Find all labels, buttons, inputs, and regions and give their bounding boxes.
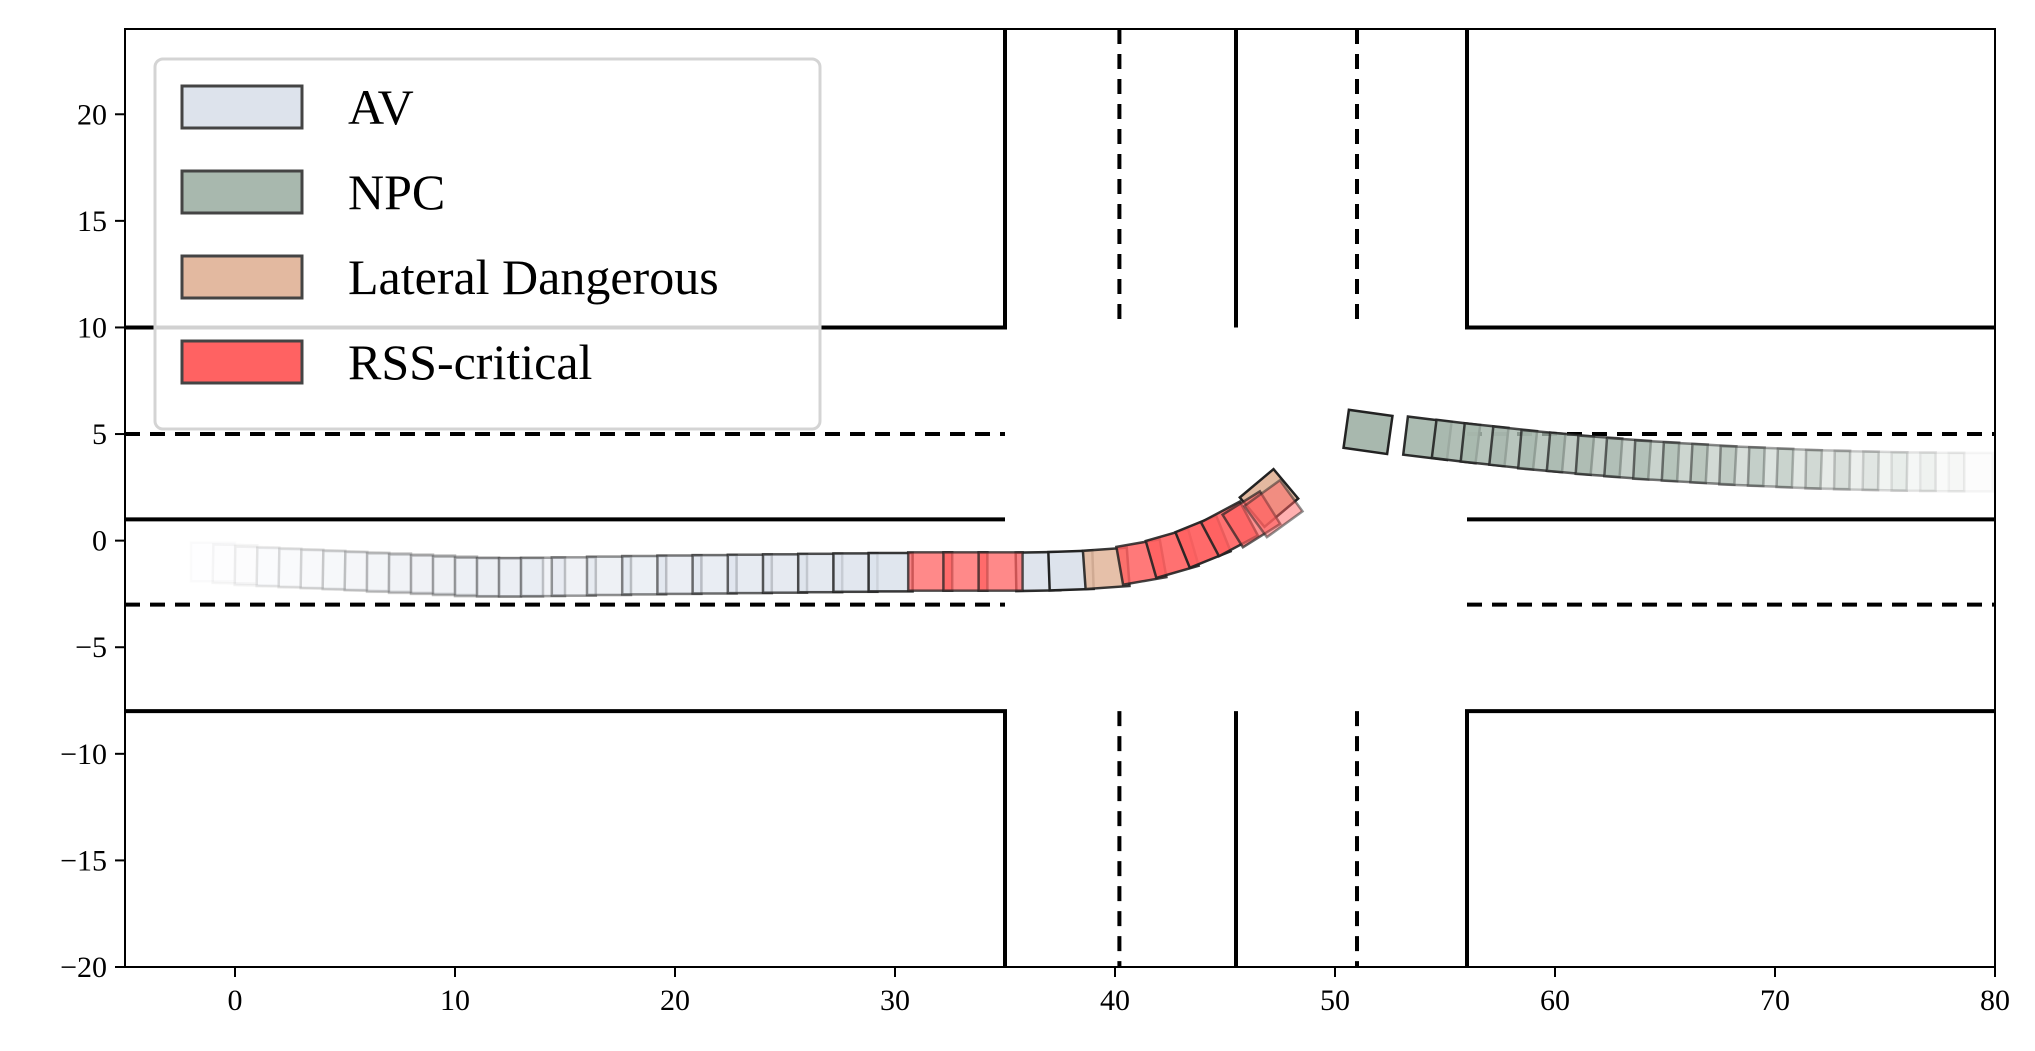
av-vehicle-box: [211, 543, 259, 585]
av-vehicle-box: [255, 546, 303, 589]
road-solid-line: [125, 709, 1007, 967]
road-solid-line: [1465, 29, 1995, 330]
x-tick-label: 40: [1100, 984, 1130, 1017]
y-tick-label: 10: [77, 311, 107, 344]
legend-swatch: [180, 84, 304, 130]
npc-vehicle-box: [1746, 446, 1795, 489]
y-tick-label: −10: [60, 738, 107, 771]
y-tick-label: −20: [60, 951, 107, 984]
rss-critical-vehicle-box: [977, 551, 1024, 592]
npc-vehicle-box: [1861, 450, 1909, 492]
npc-vehicle-box: [1342, 408, 1394, 456]
road-solid-line: [1465, 709, 1995, 967]
x-tick-label: 70: [1760, 984, 1790, 1017]
npc-vehicle-box: [1718, 444, 1766, 488]
legend-swatch: [180, 254, 304, 300]
av-vehicle-box: [299, 548, 347, 591]
legend-swatch: [180, 169, 304, 215]
rss-critical-vehicle-box: [1242, 478, 1305, 539]
av-vehicle-box: [321, 549, 369, 592]
av-vehicle-box: [343, 550, 391, 593]
x-tick-label: 60: [1540, 984, 1570, 1017]
npc-vehicle-box: [1775, 447, 1824, 490]
av-vehicle-box: [497, 556, 545, 598]
av-vehicle-box: [453, 556, 501, 598]
y-tick-label: 20: [77, 98, 107, 131]
av-vehicle-box: [519, 556, 567, 598]
legend-swatch: [180, 339, 304, 385]
av-vehicle-box: [233, 545, 281, 588]
plot-frame: [124, 28, 1996, 968]
vehicle-trajectories: [211, 408, 1995, 598]
x-tick-label: 10: [440, 984, 470, 1017]
legend-label: RSS-critical: [348, 334, 592, 390]
av-vehicle-box: [475, 556, 523, 598]
x-tick-label: 0: [228, 984, 243, 1017]
y-tick-label: −15: [60, 844, 107, 877]
y-tick-label: 15: [77, 205, 107, 238]
npc-vehicle-box: [1947, 451, 1995, 493]
npc-vehicle-box: [1804, 448, 1852, 491]
av-vehicle-box: [431, 555, 479, 597]
legend-label: AV: [348, 79, 414, 135]
av-vehicle-box: [365, 552, 413, 594]
legend-box: [153, 57, 822, 431]
y-tick-label: 0: [92, 525, 107, 558]
legend-label: Lateral Dangerous: [348, 249, 719, 305]
x-tick-label: 50: [1320, 984, 1350, 1017]
x-tick-label: 30: [880, 984, 910, 1017]
av-vehicle-box: [277, 547, 325, 590]
av-vehicle-box: [387, 553, 435, 595]
av-vehicle-box: [409, 554, 457, 596]
y-tick-label: 5: [92, 418, 107, 451]
npc-vehicle-box: [1689, 442, 1738, 486]
legend: AV NPC Lateral Dangerous RSS-critical: [153, 57, 822, 431]
axes: 0 10 20 30 40 50 60 70 80 −20 −15 −10 −5 0 5 10 15 20: [60, 98, 2010, 1017]
npc-vehicle-box: [1918, 451, 1966, 493]
legend-label: NPC: [348, 164, 445, 220]
road-markings: [125, 29, 1995, 967]
y-tick-label: −5: [75, 631, 107, 664]
x-tick-label: 80: [1980, 984, 2010, 1017]
av-vehicle-box: [867, 551, 914, 593]
x-tick-label: 20: [660, 984, 690, 1017]
npc-vehicle-box: [1890, 451, 1937, 493]
npc-vehicle-box: [1832, 449, 1881, 492]
